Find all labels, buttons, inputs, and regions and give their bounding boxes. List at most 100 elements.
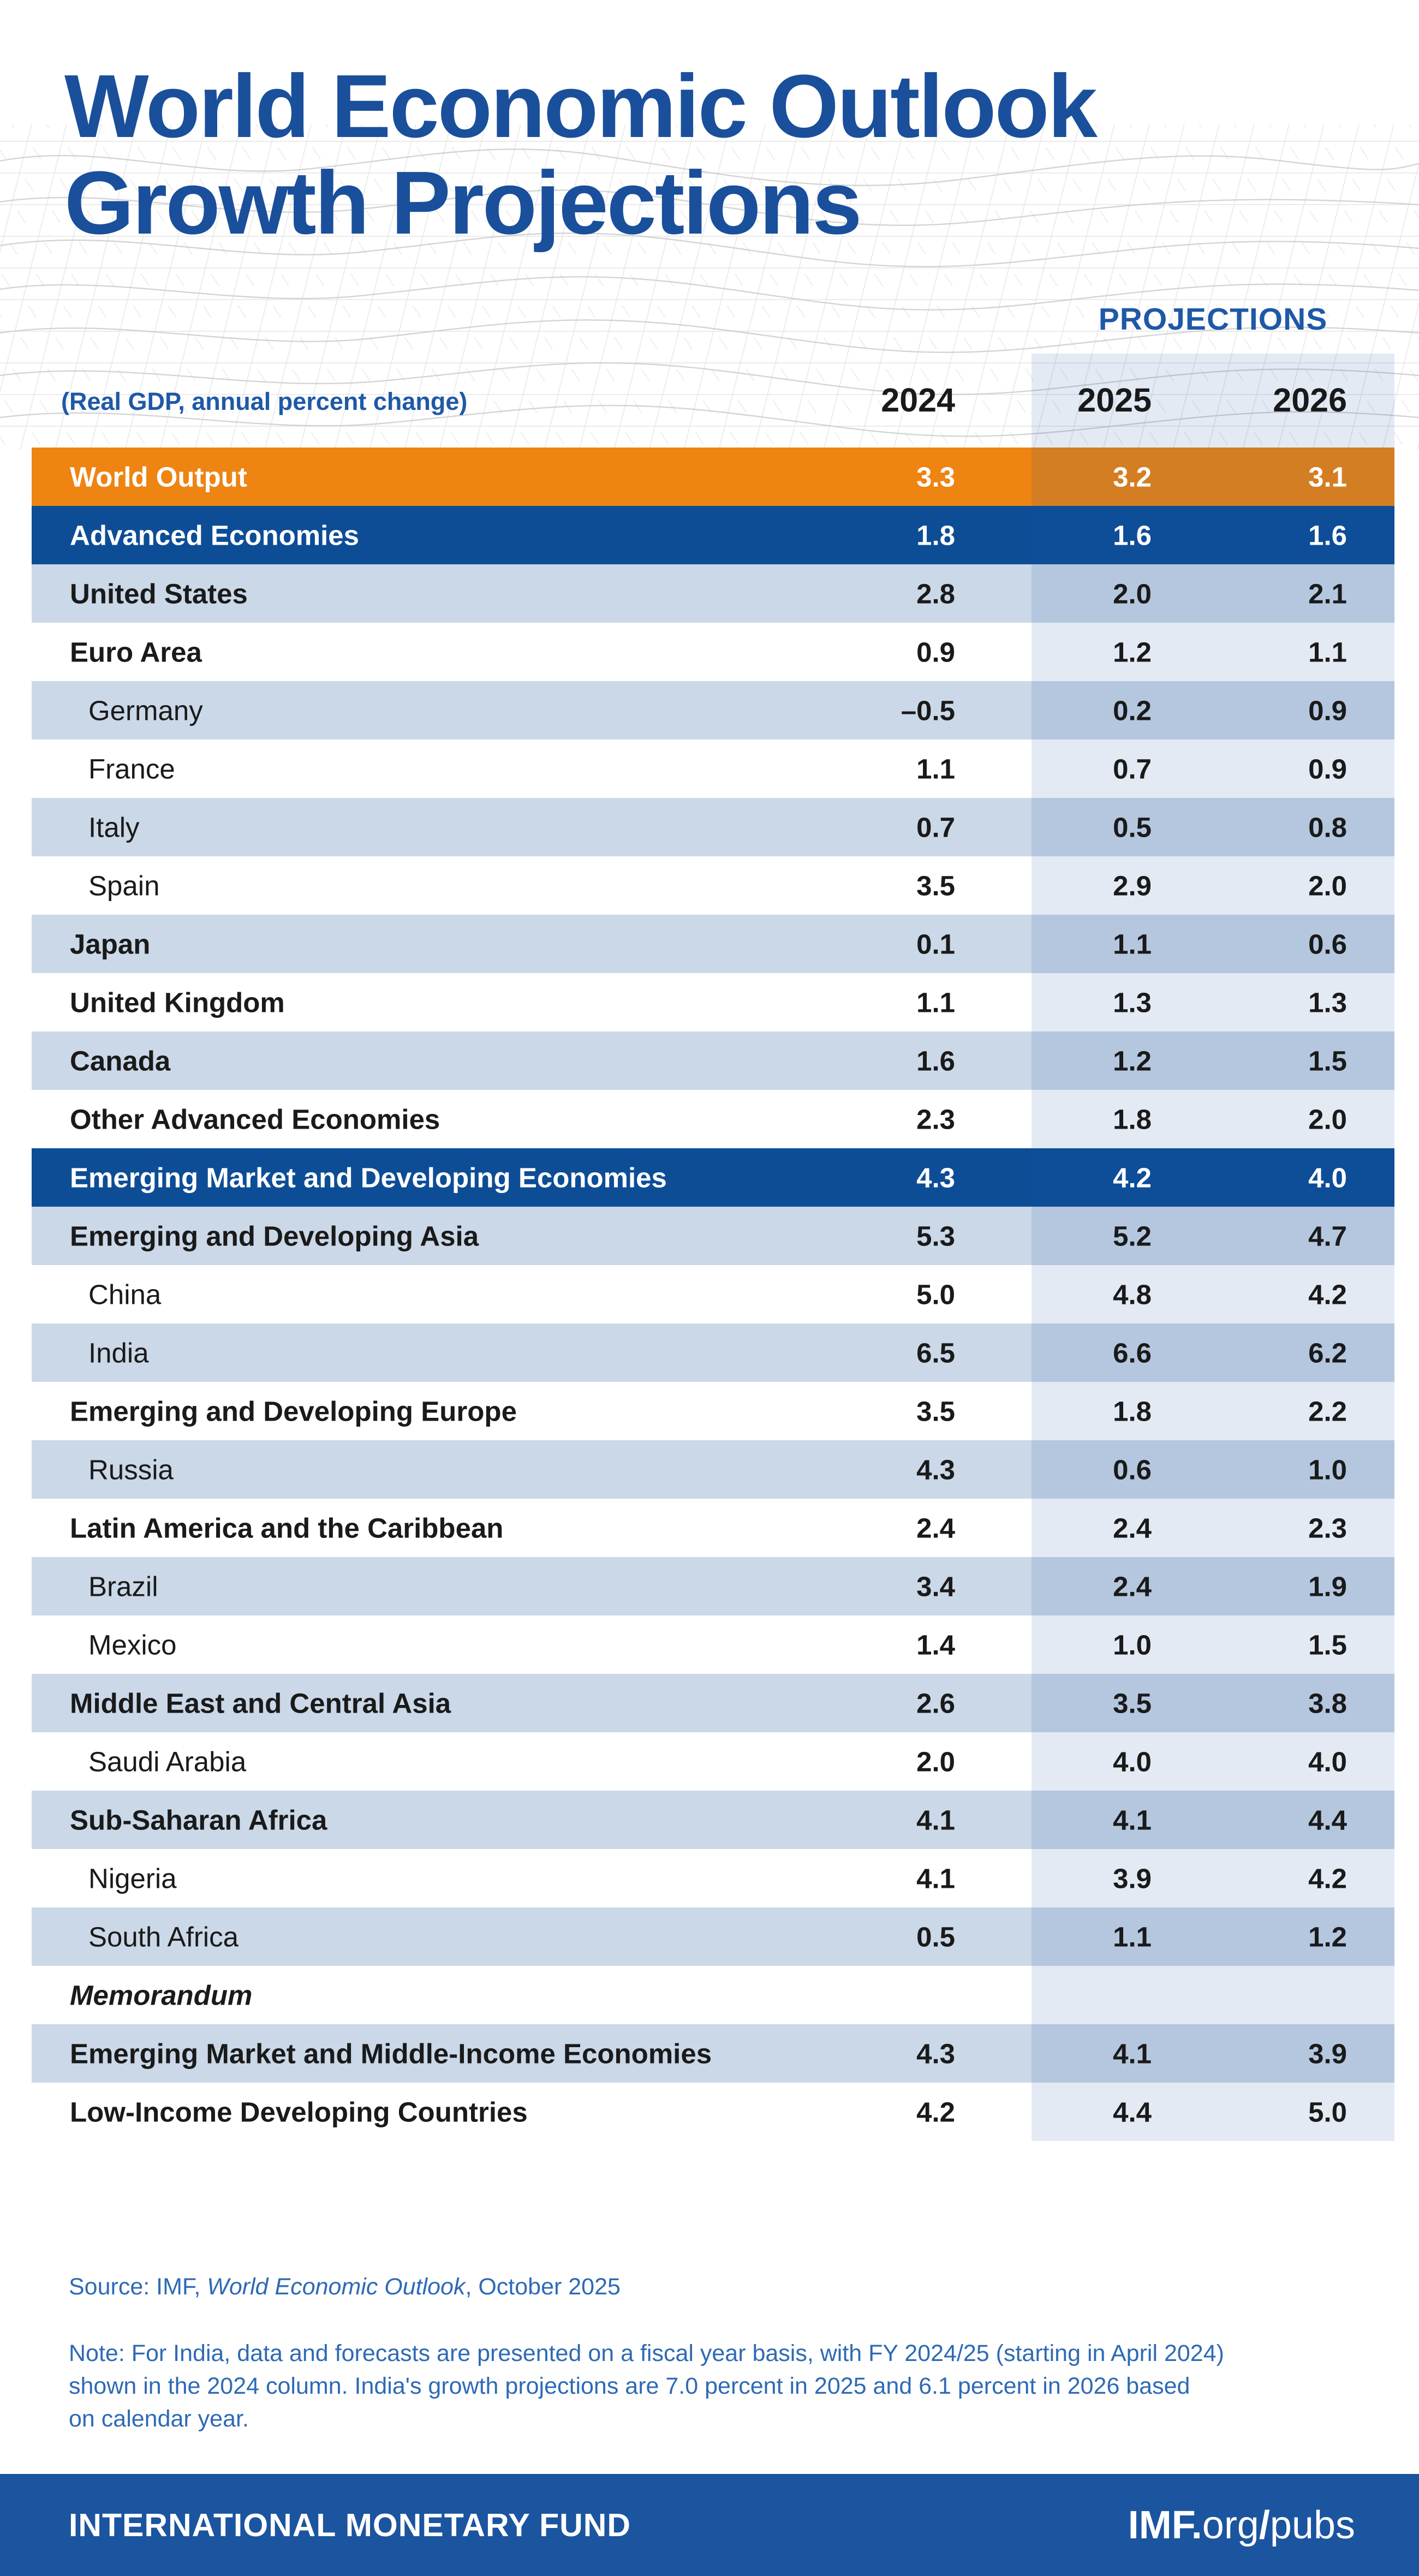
value-2026: 1.3 <box>1308 987 1347 1018</box>
value-2024: 4.2 <box>916 2096 955 2127</box>
value-2024: 6.5 <box>916 1337 955 1368</box>
value-2025: 5.2 <box>1113 1220 1152 1251</box>
value-2026: 3.1 <box>1308 461 1347 492</box>
value-2025: 2.4 <box>1113 1512 1152 1543</box>
row-label: France <box>88 753 175 784</box>
row-label: Mexico <box>88 1629 177 1660</box>
table-row: Emerging and Developing Asia 5.3 5.2 4.7 <box>32 1207 1394 1265</box>
value-2026: 0.8 <box>1308 812 1347 843</box>
value-2026: 2.0 <box>1308 1104 1347 1135</box>
value-2024: 1.4 <box>916 1629 955 1660</box>
value-2025: 1.3 <box>1113 987 1152 1018</box>
site-imf: IMF. <box>1128 2503 1202 2547</box>
value-2026: 1.5 <box>1308 1045 1347 1076</box>
table-row: Advanced Economies 1.8 1.6 1.6 <box>32 506 1394 564</box>
table-row: Emerging Market and Middle-Income Econom… <box>32 2024 1394 2083</box>
table-row: Nigeria 4.1 3.9 4.2 <box>32 1849 1394 1907</box>
value-2025: 1.0 <box>1113 1629 1152 1660</box>
value-2025: 4.4 <box>1113 2096 1152 2127</box>
table-row: United Kingdom 1.1 1.3 1.3 <box>32 973 1394 1031</box>
value-2024: 0.5 <box>916 1921 955 1952</box>
row-label: Russia <box>88 1454 174 1485</box>
row-label: Low-Income Developing Countries <box>70 2096 528 2127</box>
value-2026: 4.0 <box>1308 1162 1347 1193</box>
row-label: Nigeria <box>88 1863 177 1894</box>
value-2025: 0.2 <box>1113 695 1152 726</box>
row-label: China <box>88 1279 162 1310</box>
value-2026: 2.2 <box>1308 1396 1347 1427</box>
row-label: Other Advanced Economies <box>70 1104 440 1135</box>
value-2024: 4.3 <box>916 1454 955 1485</box>
value-2026: 1.2 <box>1308 1921 1347 1952</box>
value-2026: 2.3 <box>1308 1512 1347 1543</box>
value-2026: 4.7 <box>1308 1220 1347 1251</box>
value-2024: 2.4 <box>916 1512 955 1543</box>
site-org: org <box>1202 2503 1259 2547</box>
column-header-2025: 2025 <box>1077 381 1152 419</box>
page-title-line2: Growth Projections <box>64 153 862 253</box>
value-2024: 1.8 <box>916 520 955 551</box>
row-label: Germany <box>88 695 203 726</box>
value-2025: 4.0 <box>1113 1746 1152 1777</box>
row-label: Middle East and Central Asia <box>70 1687 451 1719</box>
note-paragraph: Note: For India, data and forecasts are … <box>69 2337 1224 2435</box>
row-label: Saudi Arabia <box>88 1746 247 1777</box>
row-label: Advanced Economies <box>70 520 359 551</box>
value-2026: 6.2 <box>1308 1337 1347 1368</box>
table-row: Brazil 3.4 2.4 1.9 <box>32 1557 1394 1615</box>
value-2024: 2.0 <box>916 1746 955 1777</box>
value-2025: 3.5 <box>1113 1687 1152 1719</box>
row-label: Spain <box>88 870 160 901</box>
value-2025: 3.9 <box>1113 1863 1152 1894</box>
site-slash: / <box>1259 2503 1270 2547</box>
topographic-mesh-decoration <box>0 124 1419 450</box>
value-2025: 4.8 <box>1113 1279 1152 1310</box>
value-2024: 0.1 <box>916 928 955 959</box>
table-row: Other Advanced Economies 2.3 1.8 2.0 <box>32 1090 1394 1148</box>
value-2025: 0.5 <box>1113 812 1152 843</box>
value-2026: 1.0 <box>1308 1454 1347 1485</box>
value-2025: 1.1 <box>1113 1921 1152 1952</box>
value-2026: 1.9 <box>1308 1571 1347 1602</box>
value-2026: 1.6 <box>1308 520 1347 551</box>
imf-site-url: IMF.org/pubs <box>1128 2503 1355 2548</box>
source-publication: World Economic Outlook <box>207 2274 466 2300</box>
value-2025: 1.8 <box>1113 1396 1152 1427</box>
page-title-line1: World Economic Outlook <box>64 56 1098 156</box>
value-2026: 0.9 <box>1308 695 1347 726</box>
value-2026: 4.0 <box>1308 1746 1347 1777</box>
growth-projections-table: World Output 3.3 3.2 3.1 Advanced Econom… <box>32 448 1394 2141</box>
value-2025: 1.1 <box>1113 928 1152 959</box>
value-2026: 3.8 <box>1308 1687 1347 1719</box>
value-2025: 2.9 <box>1113 870 1152 901</box>
table-row: Canada 1.6 1.2 1.5 <box>32 1031 1394 1090</box>
value-2025: 1.8 <box>1113 1104 1152 1135</box>
table-row: Low-Income Developing Countries 4.2 4.4 … <box>32 2083 1394 2141</box>
value-2026: 2.0 <box>1308 870 1347 901</box>
value-2025: 4.1 <box>1113 1804 1152 1835</box>
value-2024: 4.1 <box>916 1863 955 1894</box>
note-line: on calendar year. <box>69 2406 249 2432</box>
value-2025: 0.6 <box>1113 1454 1152 1485</box>
row-label: South Africa <box>88 1921 239 1952</box>
value-2025: 4.1 <box>1113 2038 1152 2069</box>
value-2026: 1.5 <box>1308 1629 1347 1660</box>
table-row: Germany –0.5 0.2 0.9 <box>32 681 1394 740</box>
year-column-headers: 2024 2025 2026 <box>32 381 1394 419</box>
value-2025: 0.7 <box>1113 753 1152 784</box>
row-label: Canada <box>70 1045 171 1076</box>
row-label: Emerging and Developing Asia <box>70 1220 479 1251</box>
row-label: Italy <box>88 812 140 843</box>
source-line: Source: IMF, World Economic Outlook, Oct… <box>69 2274 621 2300</box>
row-label: United Kingdom <box>70 987 285 1018</box>
projections-label: PROJECTIONS <box>1098 302 1328 337</box>
value-2024: 1.1 <box>916 987 955 1018</box>
value-2026: 0.9 <box>1308 753 1347 784</box>
row-label: Emerging Market and Developing Economies <box>70 1162 667 1193</box>
table-row: Sub-Saharan Africa 4.1 4.1 4.4 <box>32 1791 1394 1849</box>
value-2026: 4.4 <box>1308 1804 1347 1835</box>
value-2025: 2.4 <box>1113 1571 1152 1602</box>
table-row: Emerging Market and Developing Economies… <box>32 1148 1394 1207</box>
value-2025: 1.6 <box>1113 520 1152 551</box>
value-2024: 4.3 <box>916 1162 955 1193</box>
